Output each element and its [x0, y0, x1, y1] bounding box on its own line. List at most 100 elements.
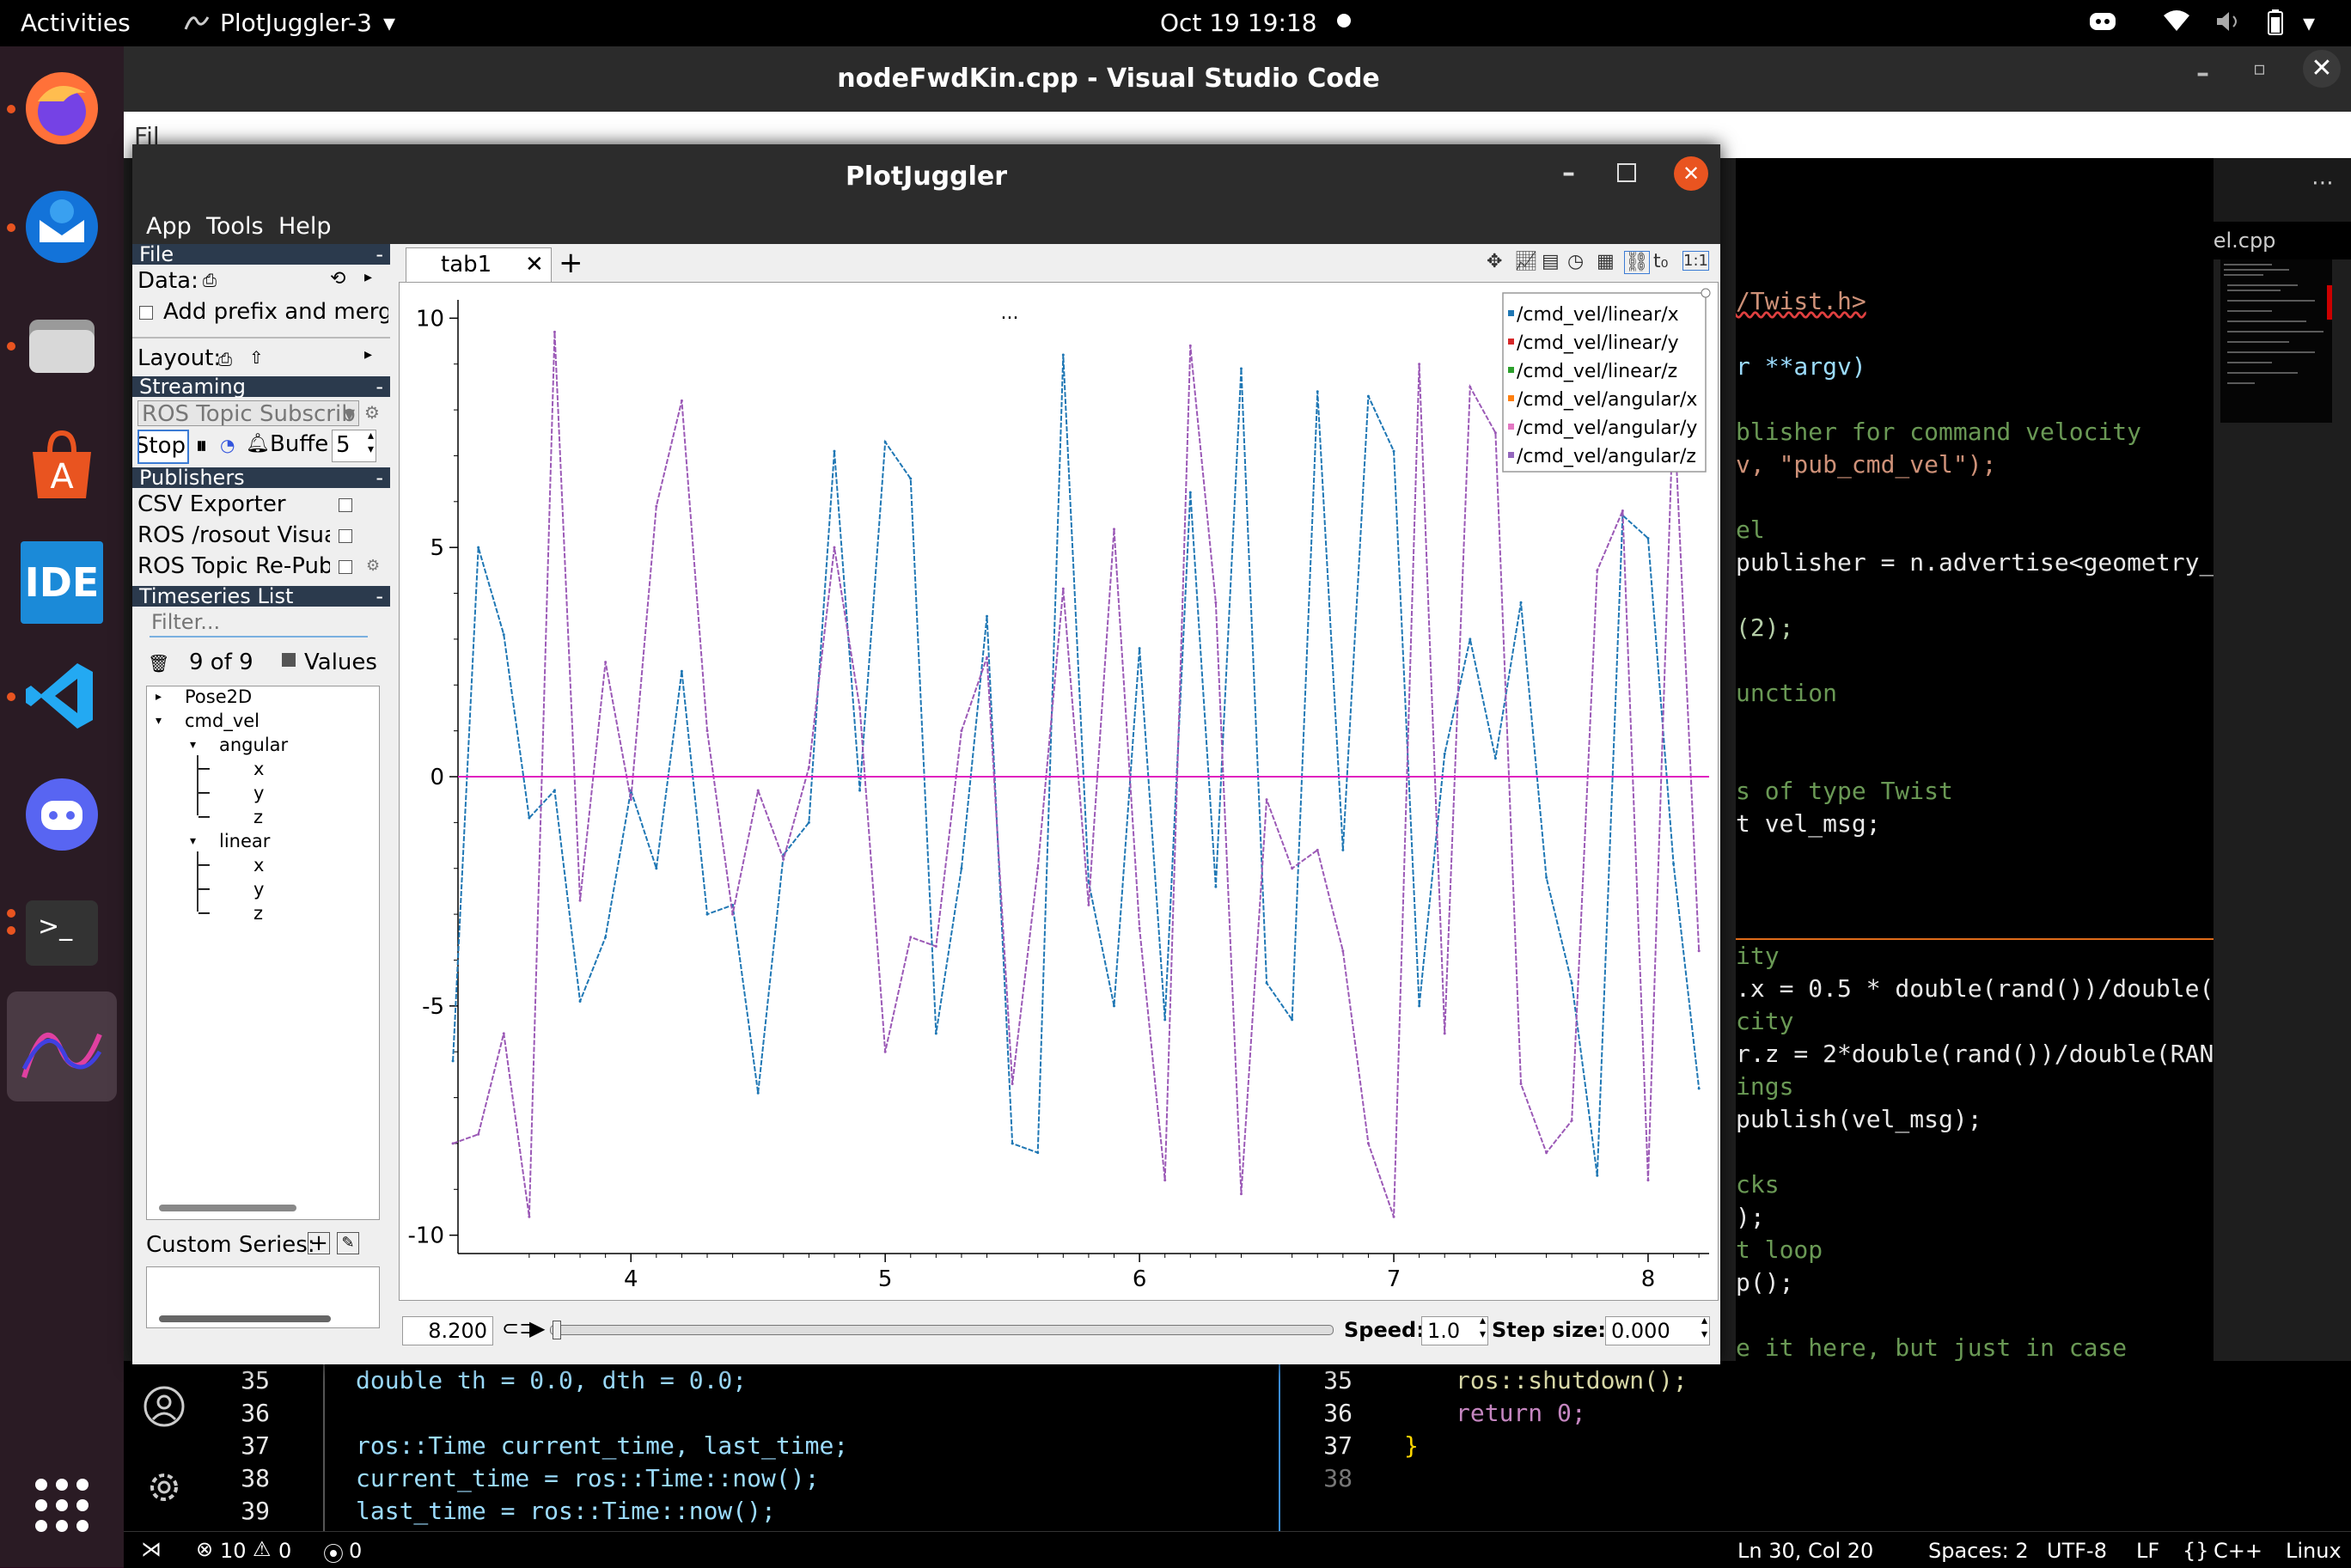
ports-icon[interactable]: ⦿: [323, 1542, 344, 1566]
collapse-icon[interactable]: ▾: [190, 738, 197, 752]
minimize-icon[interactable]: –: [2196, 58, 2209, 88]
pause-icon[interactable]: ⏸: [196, 433, 208, 459]
link-icon[interactable]: ⛓: [1624, 251, 1650, 274]
tree-item[interactable]: x: [253, 855, 265, 876]
tree-item[interactable]: linear: [219, 831, 271, 851]
collapse-icon[interactable]: -: [376, 584, 383, 608]
chevron-down-icon[interactable]: ▾: [383, 9, 396, 37]
tree-item[interactable]: cmd_vel: [185, 711, 260, 731]
grid-icon[interactable]: ▦: [1597, 251, 1615, 272]
cursor-position[interactable]: Ln 30, Col 20: [1737, 1539, 1874, 1563]
publisher-checkbox[interactable]: [339, 498, 352, 512]
warning-icon[interactable]: ⚠: [253, 1537, 272, 1561]
filter-input[interactable]: [150, 608, 368, 638]
section-file[interactable]: File -: [132, 244, 390, 265]
settings-gear-icon[interactable]: ⚙: [366, 557, 381, 575]
move-icon[interactable]: ✥: [1487, 251, 1503, 272]
spin-up-icon[interactable]: ▴: [1479, 1314, 1486, 1327]
publisher-checkbox[interactable]: [339, 529, 352, 543]
wifi-icon[interactable]: [2162, 9, 2191, 39]
settings-gear-icon[interactable]: ⚙: [364, 402, 380, 423]
collapse-icon[interactable]: ▾: [190, 834, 197, 848]
error-count[interactable]: 10: [220, 1539, 247, 1563]
more-actions-icon[interactable]: ⋯: [2311, 170, 2334, 196]
app-menu[interactable]: PlotJuggler-3: [220, 9, 372, 37]
time-offset-icon[interactable]: t₀: [1653, 251, 1669, 272]
collapse-icon[interactable]: -: [376, 466, 383, 490]
tab-close-icon[interactable]: ✕: [525, 252, 544, 278]
buffer-spinbox[interactable]: 5 ▴ ▾: [332, 429, 376, 462]
tree-item[interactable]: angular: [219, 735, 289, 755]
stop-button[interactable]: Stop: [137, 430, 189, 464]
loop-icon[interactable]: ⊂⊃: [502, 1316, 537, 1340]
scrollbar-thumb[interactable]: [159, 1315, 331, 1322]
chevron-right-icon[interactable]: ▸: [364, 345, 373, 363]
ide-icon[interactable]: IDE: [21, 541, 103, 624]
tree-item[interactable]: x: [253, 759, 265, 779]
indentation[interactable]: Spaces: 2: [1928, 1539, 2029, 1563]
time-slider[interactable]: [550, 1321, 1334, 1339]
tree-item[interactable]: y: [253, 879, 265, 900]
language[interactable]: C++: [2214, 1539, 2262, 1563]
tree-item[interactable]: y: [253, 783, 265, 803]
section-publishers[interactable]: Publishers -: [132, 467, 390, 488]
save-layout-icon[interactable]: ⇧: [249, 347, 264, 368]
clear-icon[interactable]: ◔: [220, 435, 235, 455]
menu-help[interactable]: Help: [278, 213, 332, 240]
firefox-icon[interactable]: [21, 67, 103, 149]
tree-item[interactable]: Pose2D: [185, 686, 253, 707]
bell-icon[interactable]: 🔔︎: [246, 433, 270, 455]
tab-tab1[interactable]: tab1 ✕: [406, 247, 552, 283]
spin-up-icon[interactable]: ▴: [1701, 1314, 1707, 1327]
clock[interactable]: Oct 19 19:18: [1160, 9, 1317, 37]
collapse-icon[interactable]: -: [376, 375, 383, 399]
split-divider[interactable]: [1279, 1361, 1280, 1531]
volume-icon[interactable]: [2215, 10, 2243, 39]
chart-icon[interactable]: 📈︎: [1514, 251, 1538, 272]
publisher-republisher[interactable]: ROS Topic Re-Publi: [137, 553, 330, 579]
system-menu-chevron-icon[interactable]: ▾: [2303, 9, 2316, 37]
edit-icon[interactable]: ✎: [337, 1232, 359, 1254]
menu-tools[interactable]: Tools: [206, 213, 264, 240]
play-icon[interactable]: ▶: [529, 1316, 546, 1340]
spin-up-icon[interactable]: ▴: [367, 429, 374, 442]
spin-down-icon[interactable]: ▾: [367, 442, 374, 456]
battery-icon[interactable]: [2265, 9, 2286, 42]
plot-options-dots[interactable]: ...: [1001, 302, 1019, 324]
collapse-icon[interactable]: ▾: [156, 714, 162, 728]
restore-icon[interactable]: ▫: [2253, 58, 2266, 80]
add-tab-icon[interactable]: +: [559, 246, 583, 280]
speed-spinbox[interactable]: 1.0 ▴ ▾: [1421, 1314, 1488, 1345]
section-streaming[interactable]: Streaming -: [132, 376, 390, 397]
prefix-checkbox[interactable]: [139, 306, 153, 320]
add-custom-series-icon[interactable]: +: [308, 1232, 330, 1254]
trash-icon[interactable]: 🗑︎: [148, 653, 170, 674]
files-icon[interactable]: [21, 304, 103, 387]
tree-item[interactable]: z: [253, 903, 264, 924]
encoding[interactable]: UTF-8: [2047, 1539, 2107, 1563]
editor-bottom[interactable]: 35 36 37 38 39 double th = 0.0, dth = 0.…: [124, 1361, 2351, 1531]
load-data-icon[interactable]: ⎙: [203, 270, 217, 290]
custom-series-list[interactable]: [146, 1266, 380, 1328]
expand-icon[interactable]: ▸: [156, 690, 162, 704]
collapse-icon[interactable]: -: [376, 242, 383, 266]
account-icon[interactable]: [143, 1385, 186, 1434]
notifications-icon[interactable]: 🔔︎: [2349, 1537, 2351, 1561]
editor-right-code[interactable]: /Twist.h> r **argv) blisher for command …: [1736, 158, 2214, 1361]
slider-handle[interactable]: [553, 1321, 561, 1339]
plotjuggler-dock-icon[interactable]: [7, 991, 117, 1101]
close-icon[interactable]: ✕: [2303, 50, 2341, 88]
vscode-icon[interactable]: [21, 655, 103, 737]
eol[interactable]: LF: [2136, 1539, 2160, 1563]
chevron-right-icon[interactable]: ▸: [364, 268, 373, 286]
publisher-checkbox[interactable]: [339, 560, 352, 574]
maximize-icon[interactable]: [1617, 163, 1636, 182]
warning-count[interactable]: 0: [278, 1539, 292, 1563]
thunderbird-icon[interactable]: [21, 186, 103, 268]
scrollbar-thumb[interactable]: [159, 1205, 296, 1211]
minimize-icon[interactable]: –: [1562, 158, 1575, 188]
show-apps-icon[interactable]: [21, 1464, 103, 1547]
reload-icon[interactable]: ⟲: [330, 268, 346, 290]
